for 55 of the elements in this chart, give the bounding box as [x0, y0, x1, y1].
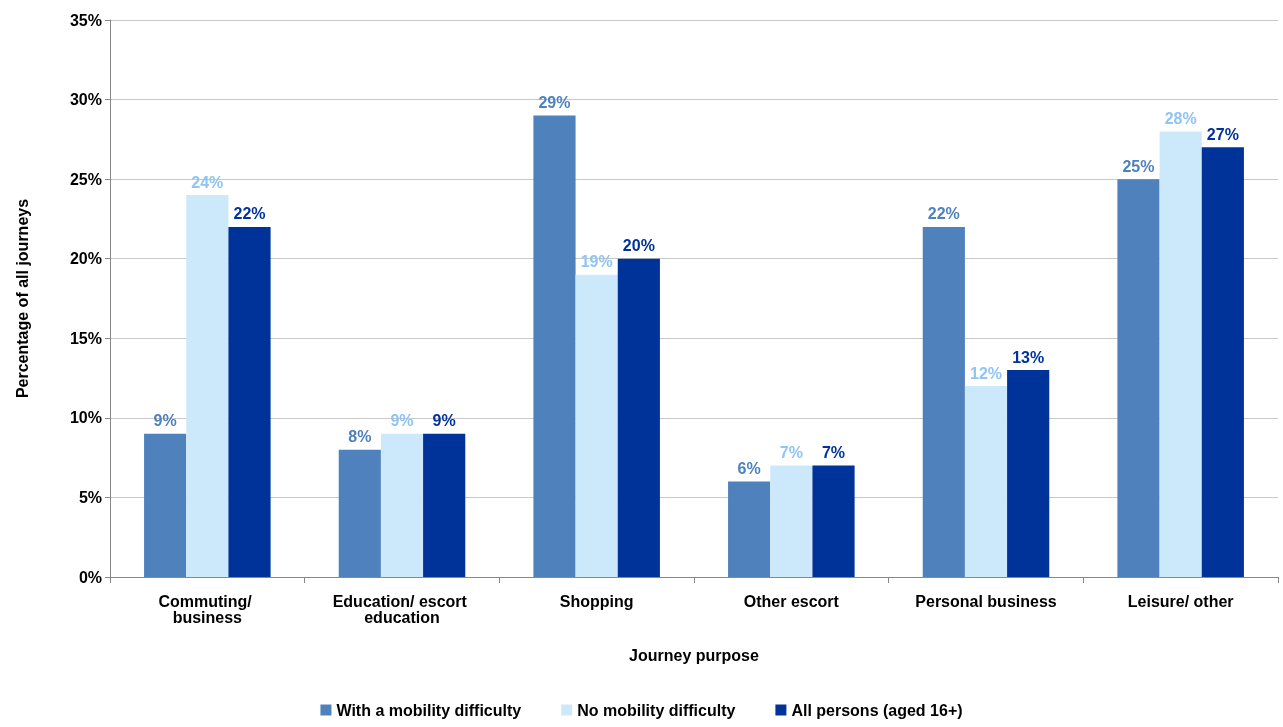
y-tick-label: 25% — [69, 170, 102, 188]
data-label: 29% — [538, 93, 571, 111]
bar — [380, 433, 424, 577]
data-label: 12% — [969, 364, 1003, 382]
x-tick-label: Leisure/ other — [1127, 592, 1234, 610]
legend-label: No mobility difficulty — [577, 701, 736, 719]
data-label: 9% — [153, 412, 177, 430]
data-label: 7% — [779, 444, 803, 462]
x-tick-label: Education/ escort education — [332, 592, 472, 626]
bar — [338, 449, 381, 577]
bar — [617, 258, 660, 577]
data-label: 22% — [233, 205, 266, 223]
legend-label: With a mobility difficulty — [336, 701, 522, 719]
bar — [728, 481, 771, 577]
y-tick-label: 35% — [69, 11, 102, 29]
data-label: 9% — [432, 412, 456, 430]
data-label: 28% — [1164, 109, 1197, 127]
y-axis-title: Percentage of all journeys — [13, 198, 31, 399]
bar — [964, 386, 1008, 577]
data-label: 20% — [622, 237, 655, 255]
x-tick-label: Shopping — [559, 592, 634, 610]
x-tick-label: Other escort — [743, 592, 840, 610]
bar — [533, 115, 576, 577]
bar — [423, 433, 466, 577]
bar — [812, 465, 855, 577]
data-label: 6% — [737, 460, 761, 478]
x-tick-label: Personal business — [915, 592, 1057, 610]
y-tick-label: 30% — [69, 91, 102, 109]
bar — [575, 274, 618, 577]
y-tick-label: 20% — [69, 250, 102, 268]
x-axis-title: Journey purpose — [629, 646, 759, 664]
bar — [1159, 131, 1202, 577]
data-label: 22% — [927, 205, 960, 223]
data-label: 24% — [191, 173, 224, 191]
data-label: 9% — [390, 412, 414, 430]
bar — [228, 226, 271, 577]
y-tick-label: 15% — [69, 329, 102, 347]
bar — [1117, 179, 1160, 577]
bar — [1201, 147, 1244, 577]
bar — [186, 195, 229, 577]
data-label: 19% — [580, 253, 613, 271]
y-tick-label: 0% — [78, 568, 102, 586]
bar — [1007, 370, 1050, 577]
y-tick-label: 5% — [78, 488, 102, 506]
y-tick-label: 10% — [69, 409, 102, 427]
bar — [922, 226, 965, 577]
legend-label: All persons (aged 16+) — [791, 701, 963, 719]
bar — [770, 465, 813, 577]
data-label: 8% — [348, 428, 372, 446]
data-label: 25% — [1122, 157, 1155, 175]
data-label: 27% — [1206, 125, 1239, 143]
x-tick-label: Commuting/ business — [158, 592, 257, 626]
bar — [144, 433, 187, 577]
data-label: 7% — [821, 444, 846, 462]
data-label: 13% — [1012, 348, 1045, 366]
